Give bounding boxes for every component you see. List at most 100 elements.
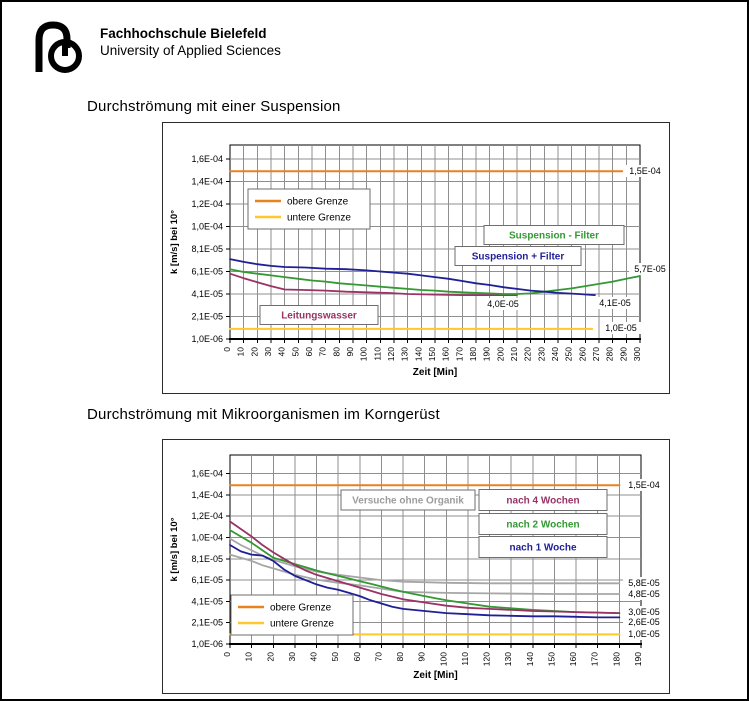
annotation-mask	[600, 322, 642, 334]
value-label: 1,0E-05	[605, 323, 637, 333]
x-tick-label: 90	[417, 652, 427, 662]
annotation-label: nach 2 Wochen	[506, 520, 579, 531]
annotation-label: Suspension + Filter	[472, 252, 565, 263]
y-tick-label: 1,4E-04	[191, 176, 223, 186]
header: Fachhochschule Bielefeld University of A…	[28, 18, 281, 76]
x-tick-label: 100	[359, 347, 369, 361]
x-tick-label: 0	[222, 652, 232, 657]
value-label: 5,8E-05	[628, 578, 660, 588]
y-tick-label: 6,1E-05	[191, 575, 223, 585]
annotation-mask	[629, 263, 671, 275]
series-Suspension - Filter	[229, 268, 641, 295]
series-Leitungswasser	[229, 272, 518, 297]
x-tick-label: 270	[591, 347, 601, 361]
x-tick-label: 10	[244, 652, 254, 662]
x-tick-label: 50	[290, 347, 300, 357]
x-tick-label: 130	[400, 347, 410, 361]
chart2-mikroorganismen: 0 10 20 30 40 50 60 70 80 90 100 110 120 130 140 150 160…	[169, 454, 665, 681]
series-Suspension + Filter	[229, 258, 596, 297]
y-tick-label: 2,1E-05	[191, 618, 223, 628]
annotation-mask	[594, 297, 636, 309]
series-nach 2 Wochen	[229, 529, 621, 615]
x-tick-label: 170	[454, 347, 464, 361]
annotation-label: Suspension - Filter	[509, 231, 599, 242]
series-Versuche ohne Organik (1)	[229, 537, 621, 585]
series-nach 4 Wochen	[229, 520, 621, 615]
y-tick-label: 1,4E-04	[191, 490, 223, 500]
y-tick-label: 2,1E-05	[191, 311, 223, 321]
x-tick-label: 20	[249, 347, 259, 357]
annotation-box	[340, 489, 476, 511]
legend-label: obere Grenze	[270, 603, 332, 614]
y-tick-label: 1,0E-04	[191, 221, 223, 231]
x-tick-label: 110	[460, 652, 470, 666]
x-tick-label: 220	[523, 347, 533, 361]
x-tick-label: 70	[373, 652, 383, 662]
x-tick-label: 80	[331, 347, 341, 357]
y-tick-label: 4,1E-05	[191, 596, 223, 606]
x-tick-label: 40	[277, 347, 287, 357]
chart2-container: 0 10 20 30 40 50 60 70 80 90 100 110 120 130 140 150 160…	[162, 439, 670, 694]
annotation-mask	[623, 588, 665, 600]
value-label: 1,5E-04	[628, 480, 660, 490]
y-tick-label: 4,1E-05	[191, 289, 223, 299]
x-tick-label: 40	[309, 652, 319, 662]
legend-box	[247, 188, 371, 230]
y-tick-label: 8,1E-05	[191, 244, 223, 254]
annotation-mask	[623, 577, 665, 589]
value-label: 4,0E-05	[487, 299, 519, 309]
x-tick-label: 100	[438, 652, 448, 666]
x-tick-label: 110	[372, 347, 382, 361]
x-tick-label: 150	[546, 652, 556, 666]
annotation-label: nach 1 Woche	[509, 543, 576, 554]
annotation-label: Leitungswasser	[281, 311, 357, 322]
x-tick-label: 60	[352, 652, 362, 662]
y-axis-label: k [m/s] bei 10°	[169, 210, 180, 274]
series-nach 1 Woche	[229, 544, 621, 619]
y-tick-label: 1,6E-04	[191, 469, 223, 479]
x-tick-label: 230	[536, 347, 546, 361]
x-tick-label: 130	[503, 652, 513, 666]
value-label: 4,8E-05	[628, 589, 660, 599]
chart2-title: Durchströmung mit Mikroorganismen im Kor…	[87, 406, 440, 423]
y-tick-label: 1,6E-04	[191, 154, 223, 164]
y-axis-label: k [m/s] bei 10°	[169, 517, 180, 581]
x-tick-label: 160	[568, 652, 578, 666]
x-axis-label: Zeit [Min]	[413, 367, 457, 378]
x-tick-label: 160	[441, 347, 451, 361]
x-tick-label: 240	[550, 347, 560, 361]
annotation-mask	[624, 165, 666, 177]
annotation-box	[259, 305, 379, 325]
legend-label: untere Grenze	[270, 619, 334, 630]
y-tick-label: 1,0E-06	[191, 639, 223, 649]
x-tick-label: 180	[611, 652, 621, 666]
x-tick-label: 180	[468, 347, 478, 361]
x-tick-label: 200	[495, 347, 505, 361]
x-tick-label: 60	[304, 347, 314, 357]
legend-label: untere Grenze	[287, 213, 351, 224]
x-tick-label: 30	[287, 652, 297, 662]
annotation-label: nach 4 Wochen	[506, 496, 579, 507]
x-tick-label: 50	[330, 652, 340, 662]
value-label: 1,5E-04	[629, 166, 661, 176]
x-tick-label: 0	[222, 347, 232, 352]
annotation-mask	[623, 479, 665, 491]
org-name: Fachhochschule Bielefeld	[100, 26, 267, 41]
x-tick-label: 30	[263, 347, 273, 357]
value-label: 2,6E-05	[628, 617, 660, 627]
x-tick-label: 170	[590, 652, 600, 666]
chart1-suspension: 0 10 20 30 40 50 60 70 80 90 100 110 120 130 140 150 160…	[169, 144, 671, 378]
x-tick-label: 150	[427, 347, 437, 361]
fh-bielefeld-logo-icon	[35, 21, 82, 73]
x-tick-label: 300	[632, 347, 642, 361]
x-tick-label: 290	[618, 347, 628, 361]
x-tick-label: 210	[509, 347, 519, 361]
x-tick-label: 90	[345, 347, 355, 357]
annotation-mask	[623, 628, 665, 640]
annotation-label: Versuche ohne Organik	[352, 496, 464, 507]
x-tick-label: 140	[413, 347, 423, 361]
value-label: 3,0E-05	[628, 607, 660, 617]
annotation-box	[478, 536, 608, 558]
x-tick-label: 120	[386, 347, 396, 361]
